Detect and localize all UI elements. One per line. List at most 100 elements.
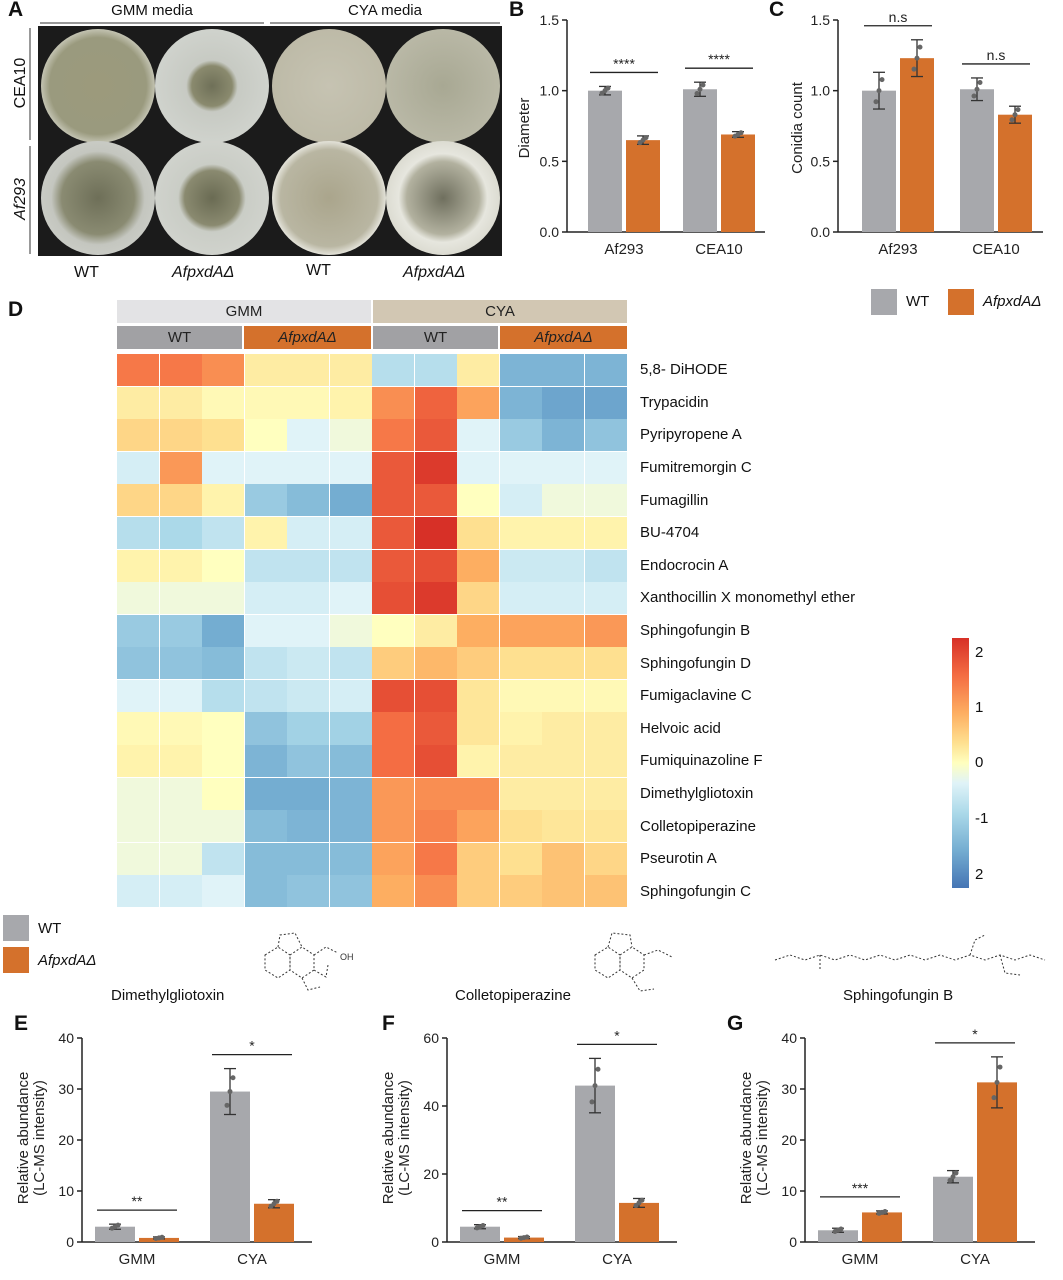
heatmap-cell-0-2 — [202, 354, 245, 388]
legend-top-mut-label: AfpxdAΔ — [983, 293, 1042, 310]
panel-f-letter: F — [382, 1012, 395, 1035]
heatmap-cell-16-2 — [202, 875, 245, 909]
heatmap-cell-5-6 — [372, 516, 415, 551]
heatmap-cell-10-5 — [329, 679, 373, 713]
heatmap-cell-1-4 — [287, 386, 330, 420]
heatmap-cell-3-2 — [202, 451, 245, 485]
f-point-CYA-0-2 — [595, 1066, 601, 1072]
g-point-CYA-0-2 — [953, 1170, 959, 1176]
heatmap-cell-6-5 — [329, 549, 373, 583]
plate-cea10-gmm-wt — [41, 29, 155, 143]
gmm-media-label: GMM media — [111, 2, 193, 19]
heatmap-cell-5-5 — [329, 516, 373, 551]
heatmap-cell-11-8 — [457, 712, 500, 746]
heatmap-cell-4-8 — [457, 484, 500, 518]
structure-sphingofungin-b-image — [774, 934, 1046, 976]
heatmap-cell-6-7 — [414, 549, 458, 583]
heatmap-cell-9-0 — [117, 647, 160, 681]
colorbar-tick-1: 1 — [975, 699, 984, 716]
f-ylabel: Relative abundance(LC-MS intensity) — [380, 1072, 413, 1205]
heatmap-cell-4-10 — [542, 484, 585, 518]
heatmap-cell-2-9 — [499, 419, 543, 453]
e-ytick-label-2: 20 — [58, 1132, 74, 1148]
heatmap-cell-15-5 — [329, 842, 373, 876]
heatmap-cell-3-4 — [287, 451, 330, 485]
heatmap-cell-4-0 — [117, 484, 160, 518]
b-bar-CEA10-wt — [683, 89, 717, 233]
heatmap-cell-7-4 — [287, 582, 330, 616]
panel-d-letter: D — [8, 298, 24, 321]
heatmap-cell-12-10 — [542, 745, 585, 779]
heatmap-cell-3-5 — [329, 451, 373, 485]
heatmap-cell-16-4 — [287, 875, 330, 909]
heatmap-cell-12-8 — [457, 745, 500, 779]
heatmap-cell-11-6 — [372, 712, 415, 746]
heatmap-cell-15-10 — [542, 842, 585, 876]
heatmap-cell-13-8 — [457, 777, 500, 811]
heatmap-row-label: Trypacidin — [640, 393, 709, 411]
heatmap-cell-8-3 — [244, 614, 288, 648]
b-ylabel-line-0: Diameter — [516, 98, 533, 159]
heatmap-cell-6-4 — [287, 549, 330, 583]
heatmap-header-gmm-wt: WT — [117, 326, 242, 349]
heatmap-cell-4-4 — [287, 484, 330, 518]
e-point-CYA-0-2 — [230, 1075, 236, 1081]
heatmap-cell-15-0 — [117, 842, 160, 876]
panel-e-chart: 0 10 20 30 40 Relative abundance(LC-MS intens… — [15, 1030, 312, 1268]
heatmap-cell-10-9 — [499, 679, 543, 713]
e-xtick-label-1: CYA — [237, 1251, 267, 1268]
heatmap-cell-4-9 — [499, 484, 543, 518]
heatmap-header-gmm: GMM — [117, 300, 371, 323]
heatmap-cell-1-9 — [499, 386, 543, 420]
heatmap-cell-7-0 — [117, 582, 160, 616]
structure-label-dimethylgliotoxin: Dimethylgliotoxin — [111, 987, 225, 1004]
cya-media-label: CYA media — [348, 2, 422, 19]
heatmap-cell-0-7 — [414, 354, 458, 388]
heatmap-cell-13-2 — [202, 777, 245, 811]
b-bar-Af293-wt — [588, 90, 622, 233]
plate-af293-cya-mut — [386, 141, 500, 255]
b-ytick-label-1: 0.5 — [540, 153, 560, 169]
heatmap-cell-0-1 — [159, 354, 203, 388]
heatmap-cell-8-6 — [372, 614, 415, 648]
c-ytick-label-3: 1.5 — [811, 12, 831, 28]
heatmap-cell-11-5 — [329, 712, 373, 746]
heatmap-cell-7-11 — [584, 582, 628, 616]
heatmap-cell-0-11 — [584, 354, 628, 388]
b-point-Af293-1-2 — [643, 135, 649, 141]
heatmap-cell-10-7 — [414, 679, 458, 713]
f-ytick-label-2: 40 — [423, 1098, 439, 1114]
heatmap-cell-13-1 — [159, 777, 203, 811]
c-point-Af293-0-2 — [879, 77, 885, 83]
e-ylabel: Relative abundance(LC-MS intensity) — [15, 1072, 48, 1205]
c-point-Af293-1-0 — [911, 66, 917, 72]
panel-a-letter: A — [8, 0, 24, 21]
heatmap-cell-3-10 — [542, 451, 585, 485]
heatmap-cell-2-5 — [329, 419, 373, 453]
heatmap-cell-0-3 — [244, 354, 288, 388]
c-xtick-label-1: CEA10 — [972, 241, 1020, 258]
heatmap-cell-3-8 — [457, 451, 500, 485]
e-ylabel-line-1: (LC-MS intensity) — [31, 1080, 48, 1196]
heatmap-cell-7-1 — [159, 582, 203, 616]
heatmap-cell-15-11 — [584, 842, 628, 876]
heatmap-cell-1-7 — [414, 386, 458, 420]
heatmap-cell-2-3 — [244, 419, 288, 453]
b-xtick-label-0: Af293 — [604, 241, 643, 258]
heatmap-cell-15-3 — [244, 842, 288, 876]
heatmap-cell-1-3 — [244, 386, 288, 420]
heatmap-cell-5-2 — [202, 516, 245, 551]
heatmap-cell-11-7 — [414, 712, 458, 746]
e-sig-label-1: * — [249, 1038, 255, 1054]
heatmap-cell-13-0 — [117, 777, 160, 811]
heatmap-cell-15-4 — [287, 842, 330, 876]
f-sig-label-1: * — [614, 1027, 620, 1043]
heatmap-cell-2-11 — [584, 419, 628, 453]
heatmap-row-label: Helvoic acid — [640, 719, 721, 737]
heatmap-cell-14-6 — [372, 810, 415, 844]
e-bar-GMM-wt — [95, 1226, 135, 1242]
heatmap-cell-7-6 — [372, 582, 415, 616]
heatmap-row-label: Pseurotin A — [640, 850, 717, 868]
g-ytick-label-1: 10 — [781, 1183, 797, 1199]
g-point-CYA-1-2 — [997, 1064, 1003, 1070]
